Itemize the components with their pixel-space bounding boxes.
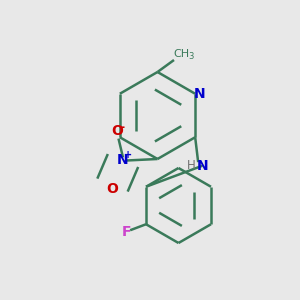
Text: H: H	[187, 159, 196, 172]
Text: N: N	[196, 159, 208, 173]
Text: N: N	[193, 87, 205, 101]
Text: CH: CH	[173, 49, 190, 59]
Text: -: -	[120, 121, 125, 134]
Text: F: F	[122, 225, 131, 239]
Text: N: N	[117, 153, 129, 167]
Text: 3: 3	[189, 52, 194, 62]
Text: O: O	[111, 124, 123, 138]
Text: +: +	[124, 150, 133, 160]
Text: O: O	[106, 182, 119, 196]
